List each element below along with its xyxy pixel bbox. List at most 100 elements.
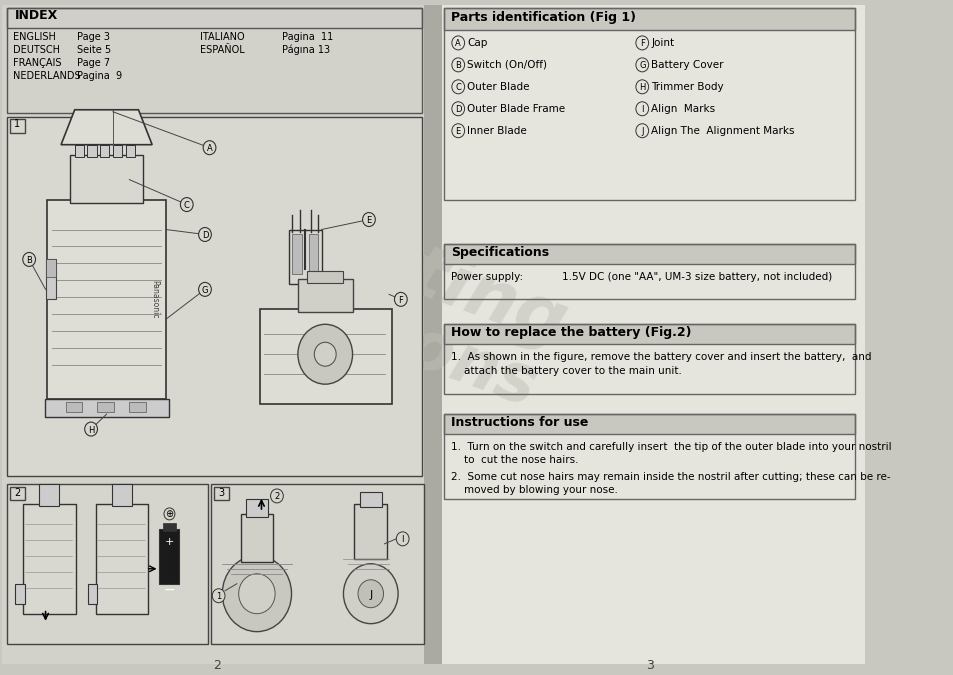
Circle shape — [212, 589, 225, 603]
Text: INDEX: INDEX — [14, 9, 58, 22]
Bar — [354, 504, 387, 559]
Text: Instructions: Instructions — [100, 205, 546, 421]
Text: Specifications: Specifications — [451, 246, 549, 259]
Text: H: H — [88, 425, 94, 435]
Circle shape — [362, 213, 375, 227]
Bar — [10, 487, 25, 500]
Bar — [359, 492, 381, 507]
Text: ENGLISH: ENGLISH — [12, 32, 55, 42]
Text: J: J — [640, 127, 643, 136]
Bar — [46, 259, 56, 299]
Text: Outer Blade Frame: Outer Blade Frame — [467, 104, 565, 114]
Text: Power supply:: Power supply: — [451, 273, 522, 282]
Circle shape — [452, 58, 464, 72]
Bar — [159, 529, 179, 584]
Text: A: A — [455, 39, 460, 49]
Circle shape — [394, 292, 407, 306]
Text: Cap: Cap — [467, 38, 487, 48]
Circle shape — [452, 80, 464, 94]
Bar — [437, 5, 863, 664]
Text: H: H — [639, 83, 645, 92]
Circle shape — [357, 580, 383, 608]
Bar — [130, 402, 146, 412]
Text: I: I — [401, 535, 403, 544]
Bar — [246, 499, 268, 517]
Circle shape — [297, 324, 353, 384]
Text: 1: 1 — [14, 119, 20, 129]
Text: Outer Blade: Outer Blade — [467, 82, 529, 92]
Circle shape — [452, 124, 464, 138]
Text: Panasonic: Panasonic — [151, 280, 159, 319]
Text: G: G — [639, 61, 645, 70]
Text: ESPAÑOL: ESPAÑOL — [200, 45, 245, 55]
Text: 1.5V DC (one "AA", UM-3 size battery, not included): 1.5V DC (one "AA", UM-3 size battery, no… — [561, 273, 831, 282]
Circle shape — [23, 252, 35, 267]
Circle shape — [636, 80, 648, 94]
Bar — [443, 324, 855, 344]
Bar — [240, 514, 273, 562]
Text: G: G — [201, 286, 208, 295]
Text: Instructions for use: Instructions for use — [451, 416, 588, 429]
Bar — [66, 402, 82, 412]
Text: 2.  Some cut nose hairs may remain inside the nostril after cutting; these can b: 2. Some cut nose hairs may remain inside… — [451, 472, 890, 482]
Bar — [443, 8, 855, 200]
Text: attach the battery cover to the main unit.: attach the battery cover to the main uni… — [451, 367, 681, 376]
Circle shape — [452, 36, 464, 50]
Text: Page 7: Page 7 — [77, 58, 111, 68]
Text: D: D — [201, 231, 208, 240]
Circle shape — [395, 532, 409, 546]
Bar — [163, 523, 175, 531]
Text: I: I — [640, 105, 643, 114]
Bar — [88, 144, 96, 157]
Text: J: J — [369, 590, 372, 599]
Text: C: C — [455, 83, 460, 92]
Bar — [97, 402, 113, 412]
Text: Operating: Operating — [169, 155, 576, 360]
Bar — [10, 119, 25, 133]
Bar — [309, 234, 317, 275]
Circle shape — [271, 489, 283, 503]
Text: 3: 3 — [646, 659, 654, 672]
Text: Inner Blade: Inner Blade — [467, 126, 527, 136]
Circle shape — [636, 36, 648, 50]
Circle shape — [198, 227, 212, 242]
Text: B: B — [26, 256, 32, 265]
Bar — [289, 230, 321, 284]
Bar — [423, 5, 441, 664]
Text: −: − — [164, 583, 175, 597]
Text: Align The  Alignment Marks: Align The Alignment Marks — [651, 126, 794, 136]
Bar — [443, 8, 855, 30]
Bar — [443, 414, 855, 434]
Text: 2: 2 — [274, 493, 279, 502]
Bar — [23, 504, 75, 614]
Bar — [95, 504, 149, 614]
Bar — [212, 484, 423, 644]
Text: 2: 2 — [213, 659, 220, 672]
Text: 1: 1 — [215, 592, 221, 601]
Bar — [2, 5, 427, 664]
Text: ⊕: ⊕ — [165, 509, 173, 519]
Text: Page 3: Page 3 — [77, 32, 111, 42]
Text: F: F — [398, 296, 403, 305]
Bar — [112, 484, 132, 506]
Bar — [297, 279, 353, 313]
Text: Págına 13: Págına 13 — [282, 45, 330, 55]
Bar — [8, 8, 421, 113]
Circle shape — [85, 422, 97, 436]
Bar — [8, 8, 421, 28]
Bar — [293, 234, 301, 275]
Bar — [8, 484, 208, 644]
Text: F: F — [639, 39, 644, 49]
Text: NEDERLANDS: NEDERLANDS — [12, 71, 80, 81]
Bar — [213, 487, 229, 500]
Text: to  cut the nose hairs.: to cut the nose hairs. — [451, 455, 578, 465]
Text: Align  Marks: Align Marks — [651, 104, 715, 114]
Circle shape — [452, 102, 464, 115]
Text: ITALIANO: ITALIANO — [200, 32, 245, 42]
Bar — [443, 414, 855, 499]
Bar — [48, 200, 166, 399]
Circle shape — [222, 556, 292, 632]
Text: 3: 3 — [218, 488, 224, 498]
Bar — [45, 399, 169, 417]
Text: Battery Cover: Battery Cover — [651, 60, 723, 70]
